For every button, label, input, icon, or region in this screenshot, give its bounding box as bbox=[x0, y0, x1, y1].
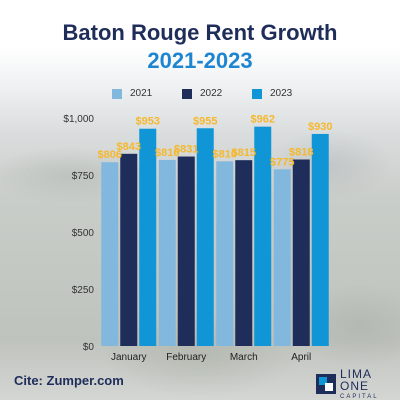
logo-subtitle: CAPITAL bbox=[340, 394, 379, 400]
legend-label-2022: 2022 bbox=[200, 88, 223, 99]
data-label-2021-march: $810 bbox=[213, 148, 237, 160]
data-label-2023-march: $962 bbox=[251, 114, 275, 126]
logo-name: LIMA ONE bbox=[340, 367, 372, 393]
bar-2021-january bbox=[101, 162, 119, 346]
x-tick-label: February bbox=[166, 352, 206, 363]
bar-2022-march bbox=[235, 160, 253, 346]
legend-swatch-2022 bbox=[182, 88, 192, 99]
data-label-2023-february: $955 bbox=[193, 115, 217, 127]
data-label-2021-february: $816 bbox=[155, 147, 179, 159]
data-label-2022-february: $831 bbox=[174, 144, 198, 156]
y-tick-label: $750 bbox=[72, 171, 95, 182]
bar-2021-february bbox=[158, 159, 176, 346]
bar-2021-april bbox=[273, 169, 291, 346]
y-tick-label: $0 bbox=[83, 342, 95, 353]
legend-item-2021: 2021 bbox=[112, 88, 152, 99]
bar-2021-march bbox=[216, 161, 234, 346]
x-tick-label: January bbox=[111, 352, 147, 363]
legend-swatch-2021 bbox=[112, 88, 122, 99]
bar-2023-april bbox=[311, 133, 329, 346]
x-tick-label: March bbox=[230, 352, 258, 363]
lima-one-logo: LIMA ONE CAPITAL bbox=[316, 368, 400, 400]
data-label-2021-april: $775 bbox=[270, 156, 294, 168]
chart-subtitle: 2021-2023 bbox=[147, 48, 253, 73]
bar-2022-january bbox=[120, 153, 138, 346]
bar-2022-february bbox=[177, 156, 195, 346]
legend-item-2022: 2022 bbox=[182, 88, 222, 99]
logo-mark-icon bbox=[316, 374, 336, 394]
data-label-2022-april: $818 bbox=[289, 146, 313, 158]
data-label-2021-january: $806 bbox=[98, 149, 122, 161]
bar-2023-february bbox=[196, 128, 214, 346]
data-label-2022-march: $815 bbox=[232, 147, 256, 159]
data-label-2022-january: $843 bbox=[117, 141, 141, 153]
legend-item-2023: 2023 bbox=[252, 88, 292, 99]
bar-2023-march bbox=[254, 126, 272, 346]
bar-2023-january bbox=[139, 128, 157, 346]
legend-label-2023: 2023 bbox=[270, 88, 293, 99]
legend-label-2021: 2021 bbox=[130, 88, 153, 99]
y-tick-label: $500 bbox=[72, 228, 95, 239]
y-tick-label: $1,000 bbox=[63, 114, 94, 125]
data-label-2023-april: $930 bbox=[308, 121, 332, 133]
legend-swatch-2023 bbox=[252, 88, 262, 99]
data-label-2023-january: $953 bbox=[136, 116, 160, 128]
chart-title: Baton Rouge Rent Growth bbox=[62, 20, 338, 45]
x-tick-label: April bbox=[291, 352, 311, 363]
citation: Cite: Zumper.com bbox=[14, 373, 124, 388]
legend: 2021 2022 2023 bbox=[0, 88, 400, 102]
bar-2022-april bbox=[292, 159, 310, 346]
y-tick-label: $250 bbox=[72, 285, 95, 296]
